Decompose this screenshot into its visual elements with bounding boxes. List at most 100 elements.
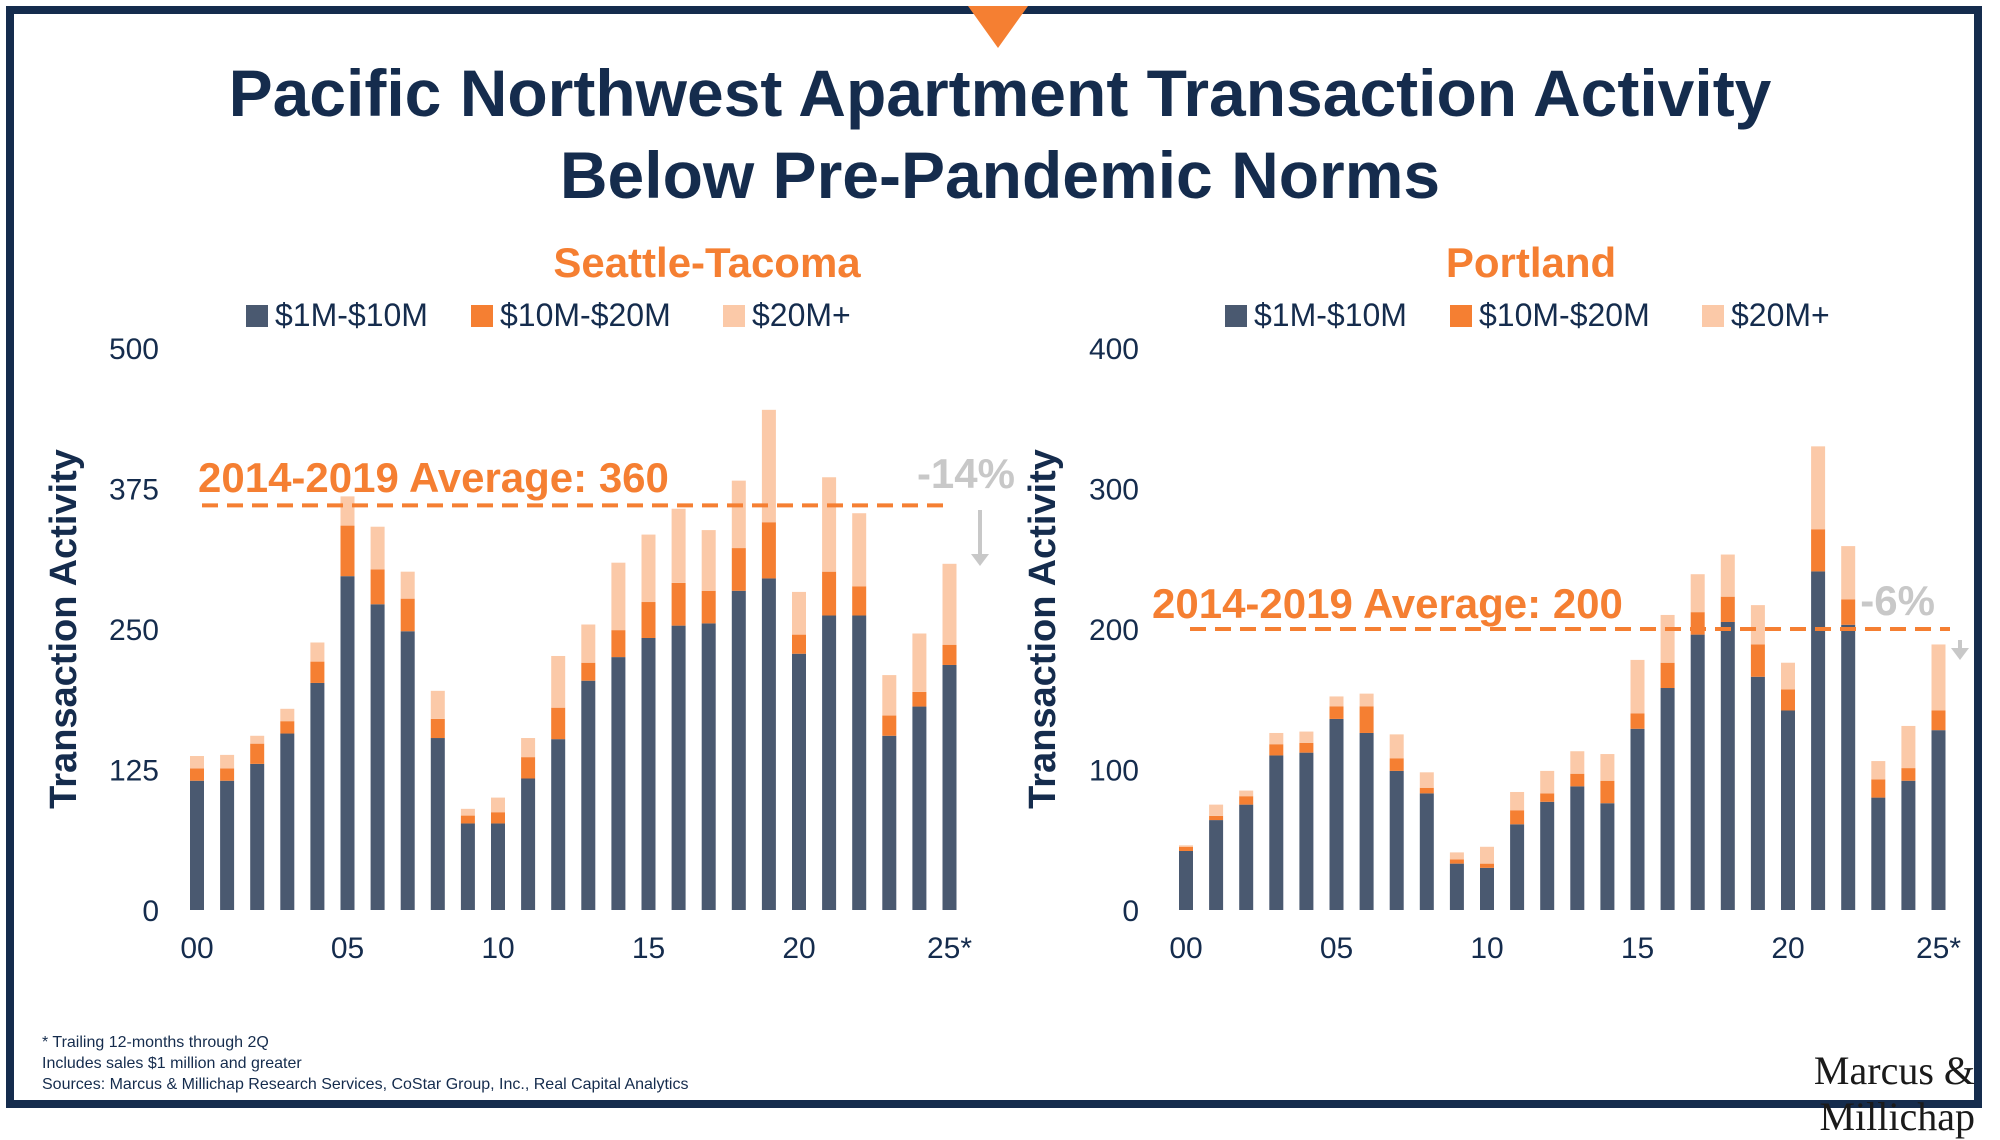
bar-segment-seattle-2017-s1	[701, 590, 716, 624]
bar-segment-seattle-2012-s1	[551, 707, 566, 740]
bar-segment-seattle-2024-s0	[912, 706, 927, 910]
bar-segment-portland-2012-s1	[1540, 793, 1555, 802]
bar-segment-seattle-2011-s0	[521, 778, 536, 910]
change-arrow-head-seattle	[971, 554, 989, 566]
bar-segment-seattle-2006-s2	[370, 526, 385, 570]
y-tick-label-portland: 200	[1089, 614, 1139, 647]
bar-segment-portland-2025*-s1	[1931, 710, 1946, 731]
bar-segment-portland-2007-s0	[1389, 770, 1404, 910]
bar-segment-portland-2001-s0	[1209, 820, 1224, 910]
bar-segment-portland-2004-s2	[1299, 731, 1314, 743]
change-annotation-portland: -6%	[1860, 577, 1935, 624]
legend-swatch-portland-1	[1450, 305, 1472, 327]
bar-segment-seattle-2002-s2	[250, 735, 265, 744]
bar-segment-seattle-2000-s1	[190, 768, 204, 781]
bar-segment-portland-2012-s2	[1540, 770, 1555, 794]
bar-segment-seattle-2014-s1	[611, 630, 626, 658]
bar-segment-portland-2014-s1	[1600, 780, 1615, 804]
bar-segment-seattle-2004-s1	[310, 661, 325, 683]
bar-segment-portland-2007-s1	[1389, 758, 1404, 771]
x-tick-label-seattle: 15	[632, 932, 665, 965]
bar-segment-portland-2000-s2	[1179, 845, 1193, 847]
x-tick-label-portland: 05	[1320, 932, 1353, 965]
legend-label-portland-1: $10M-$20M	[1479, 297, 1650, 333]
bar-segment-portland-2015-s1	[1630, 713, 1645, 729]
footnote-trailing: * Trailing 12-months through 2Q	[42, 1034, 269, 1051]
y-tick-label-seattle: 0	[142, 895, 159, 928]
bar-segment-portland-2008-s2	[1419, 772, 1434, 788]
bar-segment-seattle-2008-s2	[430, 690, 445, 719]
bar-segment-portland-2007-s2	[1389, 734, 1404, 759]
y-axis-label-seattle: Transaction Activity	[43, 449, 85, 809]
bar-segment-portland-2003-s0	[1269, 755, 1284, 910]
bar-segment-seattle-2024-s2	[912, 633, 927, 692]
bar-segment-portland-2021-s0	[1811, 571, 1826, 910]
bar-segment-seattle-2020-s2	[792, 591, 806, 635]
legend-swatch-portland-0	[1225, 305, 1247, 327]
bar-segment-portland-2015-s0	[1630, 728, 1645, 910]
bar-segment-portland-2001-s1	[1209, 815, 1224, 821]
bar-segment-seattle-2022-s1	[852, 586, 867, 616]
bar-segment-seattle-2005-s0	[340, 576, 355, 910]
bar-segment-seattle-2018-s2	[731, 480, 746, 549]
bar-segment-seattle-2009-s2	[460, 808, 475, 816]
y-tick-label-seattle: 375	[109, 474, 159, 507]
bar-segment-seattle-2000-s2	[190, 756, 204, 769]
bar-segment-seattle-2014-s2	[611, 562, 626, 631]
bar-segment-portland-2016-s1	[1660, 662, 1675, 689]
bar-segment-seattle-2012-s2	[551, 655, 566, 708]
footnote-includes: Includes sales $1 million and greater	[42, 1055, 302, 1072]
bar-segment-seattle-2006-s1	[370, 569, 385, 605]
bar-segment-seattle-2008-s0	[430, 738, 445, 910]
bar-segment-portland-2021-s2	[1811, 446, 1826, 530]
y-tick-label-seattle: 500	[109, 333, 159, 366]
legend-swatch-seattle-1	[471, 305, 493, 327]
bar-segment-portland-2002-s2	[1239, 790, 1254, 797]
bar-segment-portland-2022-s1	[1841, 599, 1856, 625]
bar-segment-portland-2009-s0	[1449, 863, 1464, 910]
y-axis-label-portland: Transaction Activity	[1022, 449, 1064, 809]
bar-segment-seattle-2015-s2	[641, 534, 656, 603]
bar-segment-portland-2005-s0	[1329, 718, 1344, 910]
bar-segment-portland-2025*-s2	[1931, 644, 1946, 711]
change-arrow-head-portland	[1951, 648, 1969, 660]
y-tick-label-seattle: 250	[109, 614, 159, 647]
bar-segment-seattle-2021-s1	[822, 571, 837, 616]
bar-segment-seattle-2013-s1	[581, 662, 596, 681]
bar-segment-seattle-2003-s1	[280, 721, 295, 734]
bar-segment-portland-2020-s2	[1781, 662, 1795, 690]
bar-segment-portland-2002-s0	[1239, 804, 1254, 910]
x-tick-label-seattle: 00	[180, 932, 213, 965]
bar-segment-seattle-2022-s0	[852, 615, 867, 910]
bar-segment-seattle-2016-s2	[671, 508, 686, 583]
bar-segment-seattle-2001-s1	[220, 768, 235, 781]
change-annotation-seattle: -14%	[917, 450, 1015, 497]
legend-label-portland-2: $20M+	[1731, 297, 1830, 333]
bar-segment-portland-2016-s0	[1660, 688, 1675, 910]
bar-segment-portland-2006-s2	[1359, 693, 1374, 707]
bar-segment-seattle-2003-s2	[280, 708, 295, 722]
bar-segment-portland-2021-s1	[1811, 529, 1826, 572]
bar-segment-seattle-2005-s1	[340, 525, 355, 577]
bar-segment-portland-2024-s2	[1901, 725, 1916, 769]
bar-segment-portland-2019-s0	[1750, 676, 1765, 910]
bar-segment-seattle-2000-s0	[190, 780, 204, 910]
bar-segment-portland-2010-s2	[1480, 846, 1494, 864]
bar-segment-portland-2016-s2	[1660, 614, 1675, 663]
bar-segment-seattle-2010-s2	[491, 797, 505, 813]
bar-segment-seattle-2001-s0	[220, 780, 235, 910]
chart-title-portland: Portland	[1446, 239, 1616, 286]
x-tick-label-portland: 15	[1621, 932, 1654, 965]
bar-segment-portland-2018-s1	[1720, 596, 1735, 622]
bar-segment-portland-2017-s2	[1690, 574, 1705, 613]
bar-segment-seattle-2010-s1	[491, 812, 505, 824]
bar-segment-seattle-2020-s1	[792, 634, 806, 654]
bar-segment-portland-2011-s1	[1510, 810, 1525, 825]
bar-segment-portland-2023-s0	[1871, 797, 1886, 910]
top-notch-marker	[968, 6, 1028, 48]
bar-segment-seattle-2021-s0	[822, 615, 837, 910]
bar-segment-seattle-2024-s1	[912, 691, 927, 707]
x-tick-label-portland: 00	[1169, 932, 1202, 965]
bar-segment-seattle-2017-s2	[701, 530, 716, 591]
